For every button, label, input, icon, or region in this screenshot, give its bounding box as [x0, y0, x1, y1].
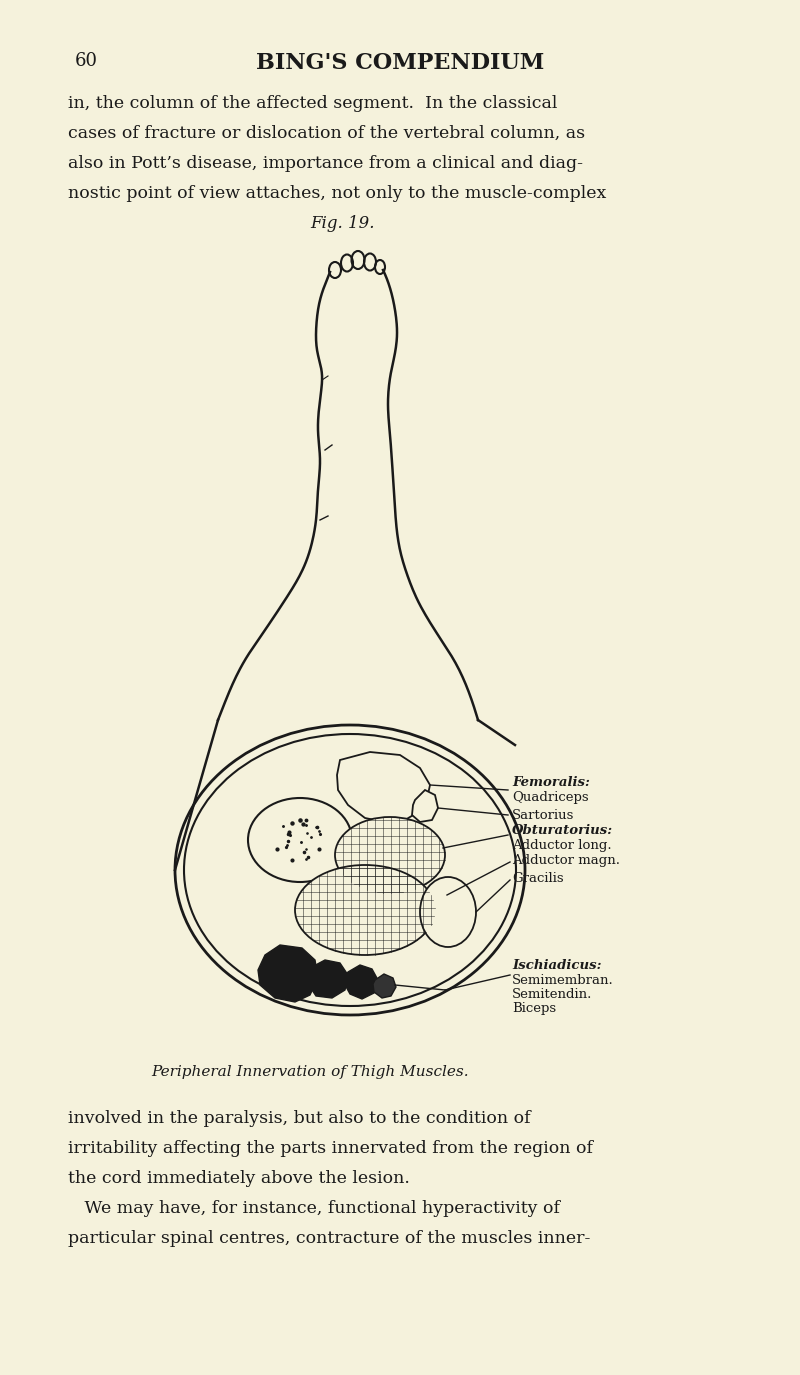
Text: 60: 60 — [75, 52, 98, 70]
Text: Obturatorius:: Obturatorius: — [512, 824, 613, 836]
Ellipse shape — [330, 263, 341, 278]
Text: nostic point of view attaches, not only to the muscle-complex: nostic point of view attaches, not only … — [68, 186, 606, 202]
Polygon shape — [258, 945, 318, 1002]
Text: Biceps: Biceps — [512, 1001, 556, 1015]
Ellipse shape — [248, 798, 352, 881]
Ellipse shape — [352, 252, 364, 268]
Text: Peripheral Innervation of Thigh Muscles.: Peripheral Innervation of Thigh Muscles. — [151, 1066, 469, 1079]
Text: Semimembran.: Semimembran. — [512, 974, 614, 986]
Polygon shape — [337, 752, 430, 822]
Text: Ischiadicus:: Ischiadicus: — [512, 958, 602, 972]
Text: also in Pott’s disease, importance from a clinical and diag-: also in Pott’s disease, importance from … — [68, 155, 583, 172]
Text: Semitendin.: Semitendin. — [512, 987, 592, 1001]
Polygon shape — [308, 960, 348, 998]
Text: Gracilis: Gracilis — [512, 872, 564, 884]
Text: Adductor magn.: Adductor magn. — [512, 854, 620, 866]
Ellipse shape — [420, 877, 476, 947]
Text: Femoralis:: Femoralis: — [512, 775, 590, 788]
Text: Fig. 19.: Fig. 19. — [310, 214, 374, 232]
Ellipse shape — [375, 260, 385, 274]
Text: Quadriceps: Quadriceps — [512, 791, 589, 803]
Text: We may have, for instance, functional hyperactivity of: We may have, for instance, functional hy… — [68, 1200, 560, 1217]
Text: involved in the paralysis, but also to the condition of: involved in the paralysis, but also to t… — [68, 1110, 530, 1127]
Text: in, the column of the affected segment.  In the classical: in, the column of the affected segment. … — [68, 95, 558, 111]
Polygon shape — [412, 791, 438, 822]
Polygon shape — [344, 965, 378, 1000]
Text: the cord immediately above the lesion.: the cord immediately above the lesion. — [68, 1170, 410, 1187]
Text: irritability affecting the parts innervated from the region of: irritability affecting the parts innerva… — [68, 1140, 593, 1156]
Text: cases of fracture or dislocation of the vertebral column, as: cases of fracture or dislocation of the … — [68, 125, 585, 142]
Ellipse shape — [365, 254, 375, 270]
Text: Adductor long.: Adductor long. — [512, 839, 612, 851]
Ellipse shape — [295, 865, 435, 956]
Text: Sartorius: Sartorius — [512, 808, 574, 821]
Text: BING'S COMPENDIUM: BING'S COMPENDIUM — [256, 52, 544, 74]
Ellipse shape — [342, 254, 353, 271]
Polygon shape — [373, 974, 396, 998]
Ellipse shape — [175, 725, 525, 1015]
Text: particular spinal centres, contracture of the muscles inner-: particular spinal centres, contracture o… — [68, 1231, 590, 1247]
Ellipse shape — [335, 817, 445, 892]
Polygon shape — [218, 270, 478, 720]
